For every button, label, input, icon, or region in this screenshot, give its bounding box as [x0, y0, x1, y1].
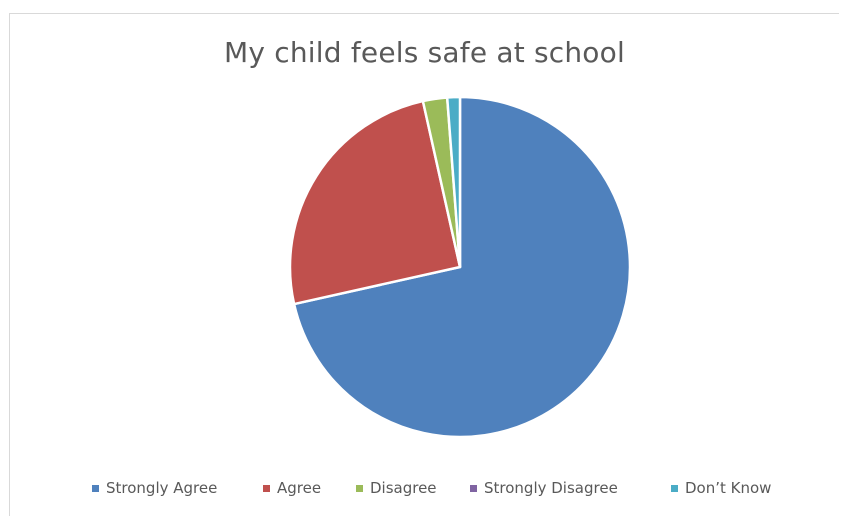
legend-label: Don’t Know	[685, 479, 772, 497]
legend-item-strongly-agree: Strongly Agree	[92, 476, 217, 500]
legend-label: Agree	[277, 479, 322, 497]
legend-item-agree: Agree	[263, 476, 321, 500]
legend-label: Strongly Disagree	[484, 479, 618, 497]
pie-slice-agree	[288, 99, 462, 306]
legend-item-dont-know: Don’t Know	[671, 476, 771, 500]
legend-swatch	[671, 484, 678, 492]
chart-legend: Strongly Agree Agree Disagree Strongly D…	[0, 476, 846, 500]
legend-swatch	[263, 484, 270, 492]
legend-item-strongly-disagree: Strongly Disagree	[470, 476, 618, 500]
pie-slice-dont-know	[445, 95, 462, 269]
legend-swatch	[92, 484, 99, 492]
legend-item-disagree: Disagree	[356, 476, 437, 500]
legend-swatch	[470, 484, 477, 492]
chart-title: My child feels safe at school	[224, 36, 625, 69]
legend-label: Strongly Agree	[106, 479, 218, 497]
legend-swatch	[356, 484, 363, 492]
pie-slice-strongly-agree	[292, 95, 632, 439]
legend-label: Disagree	[370, 479, 437, 497]
